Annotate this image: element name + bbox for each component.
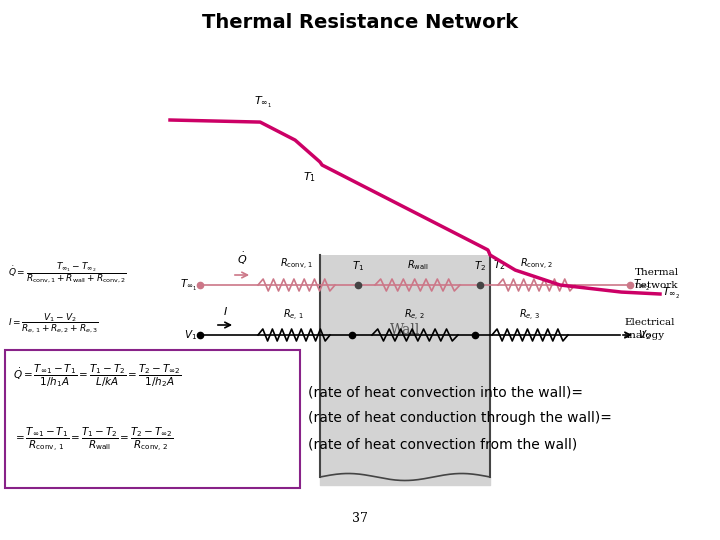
Text: $T_1$: $T_1$ xyxy=(303,170,316,184)
Text: $R_{\rm conv,\,1}$: $R_{\rm conv,\,1}$ xyxy=(280,257,313,272)
Text: Electrical
analogy: Electrical analogy xyxy=(624,318,675,340)
Text: $T_1$: $T_1$ xyxy=(352,259,364,273)
Text: $\dot{Q}$: $\dot{Q}$ xyxy=(237,251,247,267)
Text: $R_{e,\,3}$: $R_{e,\,3}$ xyxy=(519,308,541,323)
Text: $\dot{Q} = \dfrac{T_{\infty_1} - T_{\infty_2}}{R_{\rm conv,1} + R_{\rm wall} + R: $\dot{Q} = \dfrac{T_{\infty_1} - T_{\inf… xyxy=(8,261,127,285)
Text: $R_{e,\,2}$: $R_{e,\,2}$ xyxy=(405,308,426,323)
Text: $R_{\rm wall}$: $R_{\rm wall}$ xyxy=(407,258,428,272)
Text: (rate of heat convection from the wall): (rate of heat convection from the wall) xyxy=(308,437,577,451)
Text: $R_{e,\,1}$: $R_{e,\,1}$ xyxy=(284,308,305,323)
Text: $I = \dfrac{V_1 - V_2}{R_{e,1} + R_{e,2} + R_{e,3}}$: $I = \dfrac{V_1 - V_2}{R_{e,1} + R_{e,2}… xyxy=(8,311,99,335)
Text: $T_{\infty_1}$: $T_{\infty_1}$ xyxy=(180,278,197,293)
Text: 37: 37 xyxy=(352,511,368,524)
Text: Wall: Wall xyxy=(390,323,420,337)
Text: $= \dfrac{T_{\infty 1} - T_1}{R_{\rm conv,\,1}} = \dfrac{T_1 - T_2}{R_{\rm wall}: $= \dfrac{T_{\infty 1} - T_1}{R_{\rm con… xyxy=(13,426,174,454)
Text: (rate of heat conduction through the wall)=: (rate of heat conduction through the wal… xyxy=(308,411,612,425)
Text: $T_{\infty_2}$: $T_{\infty_2}$ xyxy=(633,278,650,293)
Text: $T_{\infty_2}$: $T_{\infty_2}$ xyxy=(662,286,680,301)
Text: $V_1$: $V_1$ xyxy=(184,328,197,342)
Bar xyxy=(5,350,300,488)
Text: $R_{\rm conv,\,2}$: $R_{\rm conv,\,2}$ xyxy=(520,257,553,272)
Text: $T_2$: $T_2$ xyxy=(493,258,506,272)
Text: $V_2$: $V_2$ xyxy=(638,328,651,342)
Text: (rate of heat convection into the wall)=: (rate of heat convection into the wall)= xyxy=(308,385,583,399)
Text: Thermal Resistance Network: Thermal Resistance Network xyxy=(202,13,518,32)
Text: $\dot{Q} = \dfrac{T_{\infty 1} - T_1}{1/h_1 A} = \dfrac{T_1 - T_2}{L/kA} = \dfra: $\dot{Q} = \dfrac{T_{\infty 1} - T_1}{1/… xyxy=(13,362,182,389)
Text: $I$: $I$ xyxy=(222,305,228,317)
Bar xyxy=(320,255,490,485)
Text: $T_2$: $T_2$ xyxy=(474,259,486,273)
Text: $T_{\infty_1}$: $T_{\infty_1}$ xyxy=(254,95,272,110)
Text: Thermal
network: Thermal network xyxy=(635,268,679,290)
